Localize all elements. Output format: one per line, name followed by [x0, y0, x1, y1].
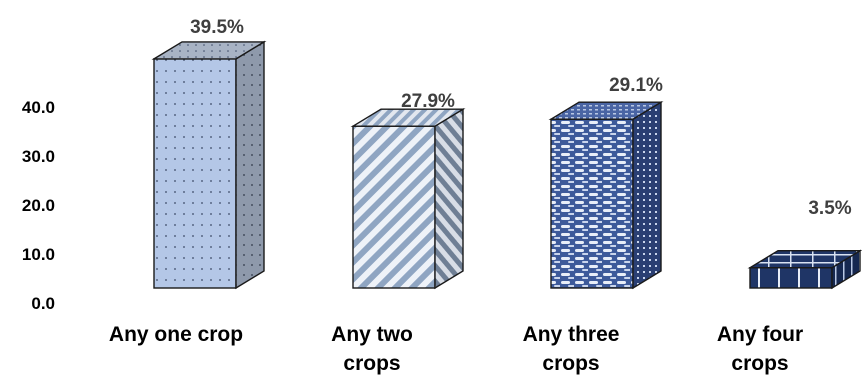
category-label-line: Any four [717, 323, 803, 346]
category-label-line: Any one crop [109, 323, 243, 346]
data-label: 3.5% [808, 198, 851, 219]
bar-front-face [352, 125, 436, 289]
bar-side-face [632, 100, 662, 290]
y-tick-label: 0.0 [31, 294, 55, 313]
bar-top-face [350, 108, 466, 127]
y-tick-label: 30.0 [22, 147, 55, 166]
bar-4 [747, 249, 862, 290]
data-labels-group: 39.5% 27.9% 29.1% 3.5% [190, 17, 852, 219]
y-tick-label: 10.0 [22, 245, 55, 264]
y-tick-label: 40.0 [22, 98, 55, 117]
data-label: 27.9% [401, 91, 455, 112]
bar-front-face [550, 118, 634, 289]
bar-3 [548, 100, 664, 290]
category-label-line: Any two [331, 323, 413, 346]
category-label: Any two crops [331, 323, 413, 375]
bar-top-face [548, 101, 664, 120]
category-label-line: Any three [523, 323, 620, 346]
y-tick-label: 20.0 [22, 196, 55, 215]
category-label-line: crops [542, 352, 599, 375]
bars-group [151, 40, 862, 290]
category-label: Any one crop [109, 323, 243, 346]
category-label-line: crops [343, 352, 400, 375]
y-axis-ticks: 0.0 10.0 20.0 30.0 40.0 [22, 98, 55, 313]
bar-top-face [747, 249, 862, 269]
category-label-line: crops [731, 352, 788, 375]
bar-side-face [235, 40, 265, 290]
bar-front-face [153, 58, 237, 289]
bar-1 [151, 40, 267, 290]
data-label: 39.5% [190, 17, 244, 38]
bar-2 [350, 107, 466, 290]
bar-top-face [151, 41, 267, 60]
data-label: 29.1% [609, 75, 663, 96]
category-label: Any three crops [523, 323, 620, 375]
category-label: Any four crops [717, 323, 803, 375]
bar-front-face [749, 267, 833, 289]
bar-side-face [434, 107, 464, 290]
